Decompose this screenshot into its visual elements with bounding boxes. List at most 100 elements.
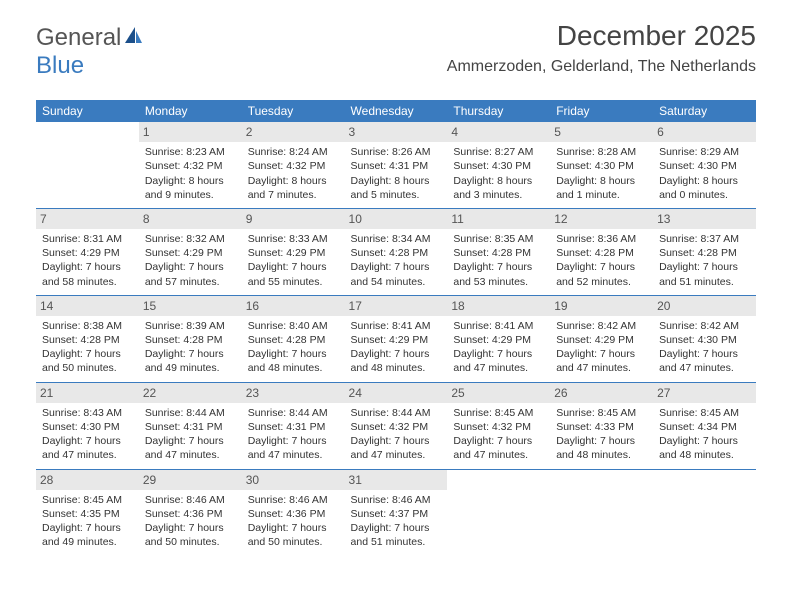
day-daylight1: Daylight: 7 hours [248,347,339,361]
day-daylight2: and 48 minutes. [659,448,750,462]
day-number: 24 [345,383,448,403]
day-number: 1 [139,122,242,142]
calendar-day-cell [550,469,653,555]
day-sunset: Sunset: 4:31 PM [145,420,236,434]
day-daylight2: and 48 minutes. [248,361,339,375]
calendar-day-cell: 13Sunrise: 8:37 AMSunset: 4:28 PMDayligh… [653,208,756,295]
day-number: 30 [242,470,345,490]
day-sunset: Sunset: 4:29 PM [42,246,133,260]
day-daylight2: and 3 minutes. [453,188,544,202]
day-number: 27 [653,383,756,403]
day-daylight2: and 0 minutes. [659,188,750,202]
day-daylight2: and 9 minutes. [145,188,236,202]
day-daylight1: Daylight: 7 hours [351,521,442,535]
calendar-day-cell: 5Sunrise: 8:28 AMSunset: 4:30 PMDaylight… [550,122,653,208]
day-daylight2: and 47 minutes. [556,361,647,375]
day-number: 15 [139,296,242,316]
day-sunrise: Sunrise: 8:23 AM [145,145,236,159]
day-sunrise: Sunrise: 8:42 AM [659,319,750,333]
calendar-day-cell: 28Sunrise: 8:45 AMSunset: 4:35 PMDayligh… [36,469,139,555]
day-sunset: Sunset: 4:28 PM [556,246,647,260]
day-daylight2: and 58 minutes. [42,275,133,289]
day-daylight2: and 51 minutes. [659,275,750,289]
day-sunrise: Sunrise: 8:44 AM [351,406,442,420]
day-number: 5 [550,122,653,142]
calendar-day-cell: 3Sunrise: 8:26 AMSunset: 4:31 PMDaylight… [345,122,448,208]
day-header: Sunday [36,100,139,122]
logo-text-general: General [36,24,121,51]
day-daylight2: and 52 minutes. [556,275,647,289]
day-daylight1: Daylight: 7 hours [145,521,236,535]
calendar-day-cell: 19Sunrise: 8:42 AMSunset: 4:29 PMDayligh… [550,295,653,382]
day-sunrise: Sunrise: 8:40 AM [248,319,339,333]
day-sunrise: Sunrise: 8:45 AM [556,406,647,420]
day-number: 11 [447,209,550,229]
calendar-week-row: 14Sunrise: 8:38 AMSunset: 4:28 PMDayligh… [36,295,756,382]
day-daylight1: Daylight: 7 hours [351,347,442,361]
day-sunset: Sunset: 4:29 PM [145,246,236,260]
calendar-day-cell: 14Sunrise: 8:38 AMSunset: 4:28 PMDayligh… [36,295,139,382]
day-sunset: Sunset: 4:31 PM [351,159,442,173]
day-daylight2: and 49 minutes. [145,361,236,375]
sail-icon [123,27,143,45]
day-sunrise: Sunrise: 8:31 AM [42,232,133,246]
calendar-day-cell: 12Sunrise: 8:36 AMSunset: 4:28 PMDayligh… [550,208,653,295]
day-daylight1: Daylight: 8 hours [556,174,647,188]
day-daylight2: and 55 minutes. [248,275,339,289]
day-sunrise: Sunrise: 8:35 AM [453,232,544,246]
day-sunset: Sunset: 4:28 PM [42,333,133,347]
day-daylight1: Daylight: 7 hours [659,347,750,361]
day-number: 3 [345,122,448,142]
day-sunset: Sunset: 4:31 PM [248,420,339,434]
day-daylight1: Daylight: 7 hours [453,347,544,361]
calendar-week-row: 1Sunrise: 8:23 AMSunset: 4:32 PMDaylight… [36,122,756,208]
calendar-day-cell [447,469,550,555]
day-sunrise: Sunrise: 8:46 AM [248,493,339,507]
day-sunset: Sunset: 4:28 PM [659,246,750,260]
day-sunset: Sunset: 4:34 PM [659,420,750,434]
day-daylight2: and 50 minutes. [42,361,133,375]
day-daylight1: Daylight: 7 hours [659,434,750,448]
calendar-day-cell: 2Sunrise: 8:24 AMSunset: 4:32 PMDaylight… [242,122,345,208]
day-daylight1: Daylight: 7 hours [659,260,750,274]
day-number: 8 [139,209,242,229]
day-number: 25 [447,383,550,403]
day-header: Saturday [653,100,756,122]
day-sunset: Sunset: 4:30 PM [42,420,133,434]
calendar-day-cell: 31Sunrise: 8:46 AMSunset: 4:37 PMDayligh… [345,469,448,555]
day-sunrise: Sunrise: 8:45 AM [42,493,133,507]
calendar-day-cell [36,122,139,208]
calendar-day-cell: 22Sunrise: 8:44 AMSunset: 4:31 PMDayligh… [139,382,242,469]
day-daylight2: and 47 minutes. [659,361,750,375]
day-sunset: Sunset: 4:36 PM [248,507,339,521]
day-number: 31 [345,470,448,490]
logo: General Blue [36,24,143,80]
day-sunrise: Sunrise: 8:29 AM [659,145,750,159]
day-sunset: Sunset: 4:36 PM [145,507,236,521]
day-daylight2: and 47 minutes. [145,448,236,462]
day-number: 21 [36,383,139,403]
day-number: 17 [345,296,448,316]
day-sunset: Sunset: 4:35 PM [42,507,133,521]
calendar-week-row: 28Sunrise: 8:45 AMSunset: 4:35 PMDayligh… [36,469,756,555]
calendar-day-cell: 30Sunrise: 8:46 AMSunset: 4:36 PMDayligh… [242,469,345,555]
day-daylight1: Daylight: 7 hours [351,434,442,448]
day-daylight1: Daylight: 7 hours [556,347,647,361]
day-daylight1: Daylight: 7 hours [248,260,339,274]
day-daylight1: Daylight: 8 hours [248,174,339,188]
day-sunrise: Sunrise: 8:44 AM [145,406,236,420]
day-daylight1: Daylight: 7 hours [145,347,236,361]
day-number: 18 [447,296,550,316]
day-daylight1: Daylight: 7 hours [42,260,133,274]
day-daylight1: Daylight: 7 hours [42,434,133,448]
calendar-day-cell: 17Sunrise: 8:41 AMSunset: 4:29 PMDayligh… [345,295,448,382]
day-sunrise: Sunrise: 8:44 AM [248,406,339,420]
calendar-day-cell: 23Sunrise: 8:44 AMSunset: 4:31 PMDayligh… [242,382,345,469]
calendar-day-cell: 4Sunrise: 8:27 AMSunset: 4:30 PMDaylight… [447,122,550,208]
day-daylight1: Daylight: 8 hours [145,174,236,188]
day-daylight2: and 57 minutes. [145,275,236,289]
day-sunrise: Sunrise: 8:41 AM [453,319,544,333]
calendar-day-cell: 18Sunrise: 8:41 AMSunset: 4:29 PMDayligh… [447,295,550,382]
day-header-row: Sunday Monday Tuesday Wednesday Thursday… [36,100,756,122]
day-sunset: Sunset: 4:29 PM [248,246,339,260]
